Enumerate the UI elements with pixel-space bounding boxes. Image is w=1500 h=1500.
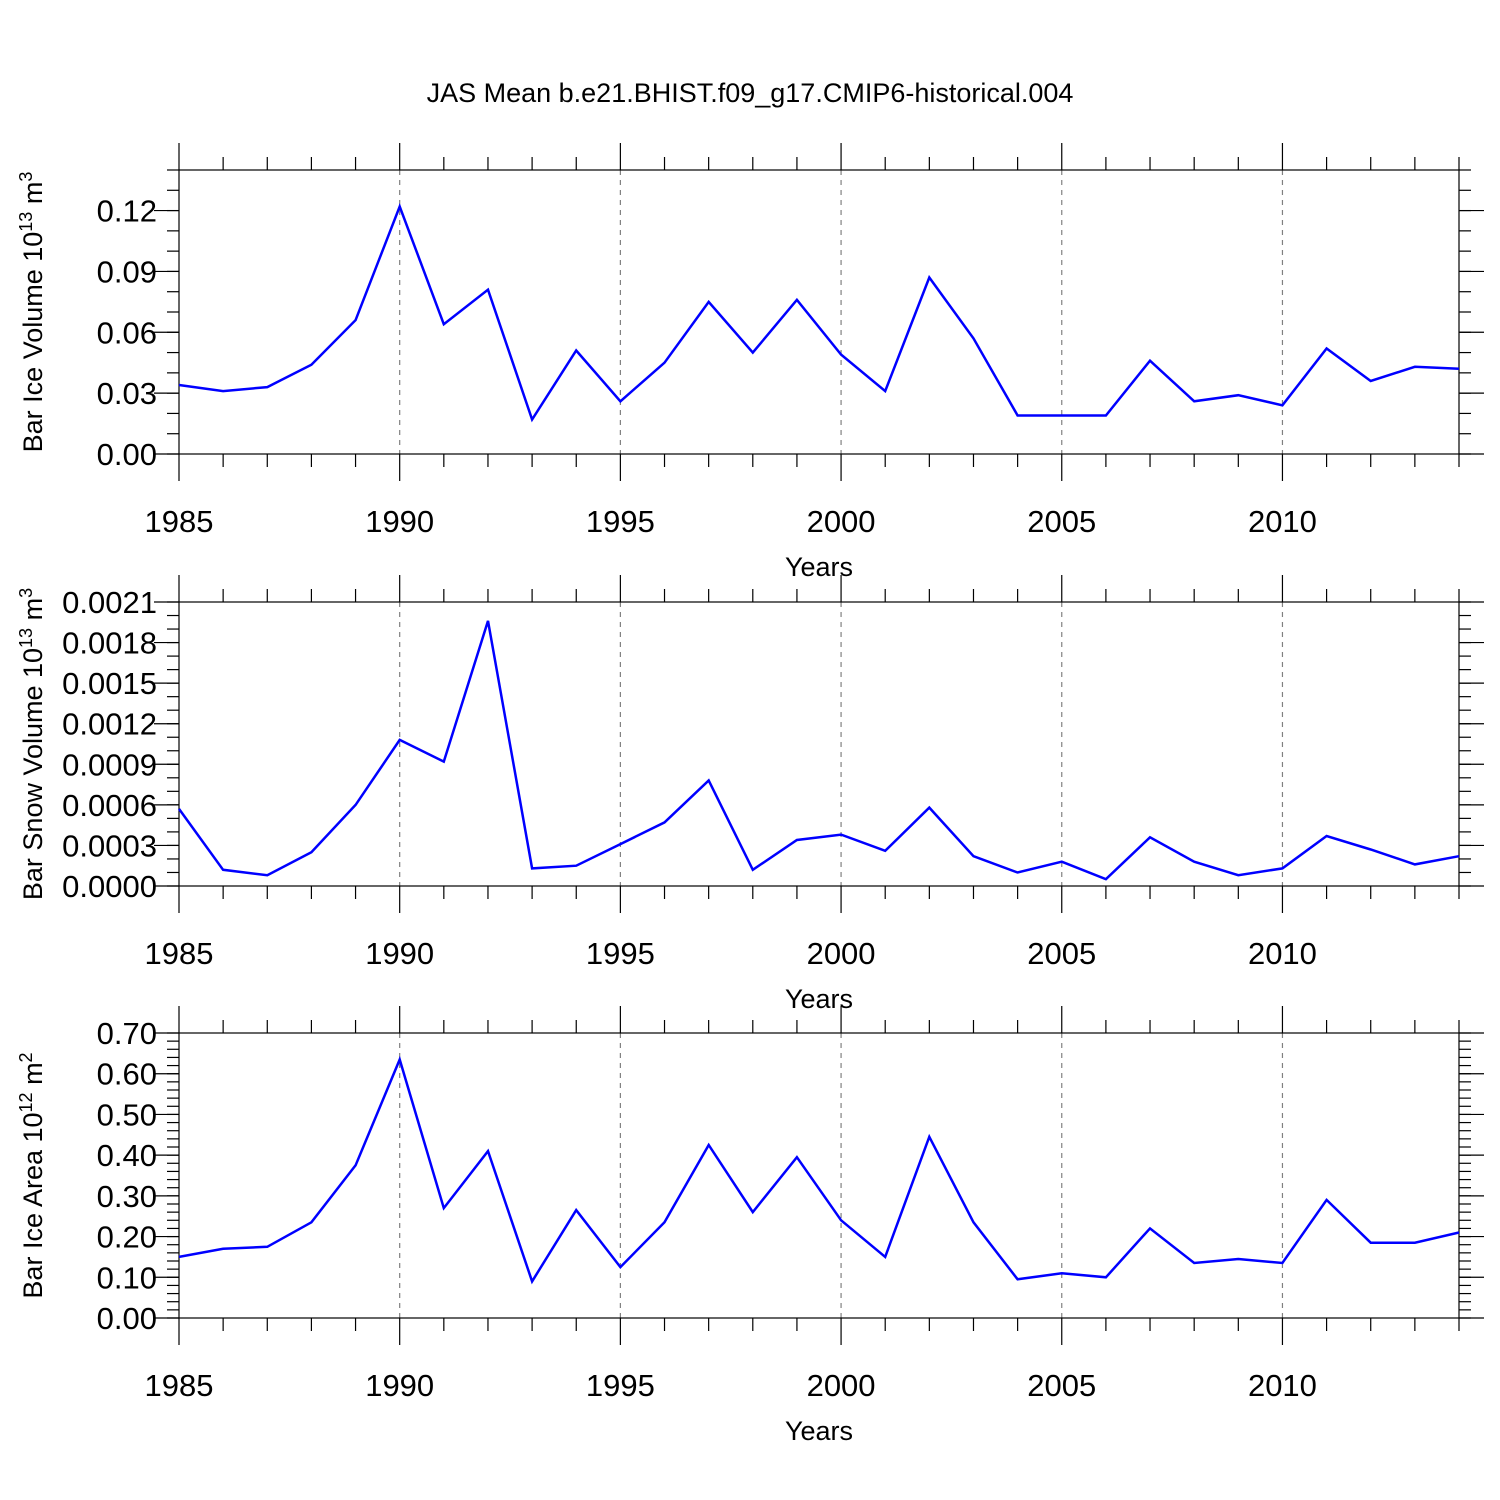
chart-panel-3: 0.00 0.10 0.20 0.30 0.40 0.50 0.60 0.70 1985 1990…: [16, 1006, 1484, 1446]
x-tick-label: 2005: [1027, 504, 1096, 539]
page-title: JAS Mean b.e21.BHIST.f09_g17.CMIP6-histo…: [426, 78, 1074, 108]
y-tick-label: 0.0018: [62, 626, 157, 661]
y-tick-label: 0.06: [97, 315, 157, 350]
y-tick-label: 0.0012: [62, 707, 157, 742]
y-tick-label: 0.0003: [62, 828, 157, 863]
x-tick-label: 2005: [1027, 936, 1096, 971]
y-tick-label: 0.00: [97, 437, 157, 472]
y-tick-label: 0.0006: [62, 788, 157, 823]
x-tick-label: 1990: [365, 504, 434, 539]
y-tick-label: 0.30: [97, 1179, 157, 1214]
x-tick-label: 1985: [145, 936, 214, 971]
y-tick-label: 0.00: [97, 1301, 157, 1336]
x-tick-label: 1990: [365, 936, 434, 971]
series-line: [177, 620, 1460, 881]
y-axis-title: Bar Ice Volume 1013 m3: [16, 172, 48, 453]
chart-panel-2: 0.0000 0.0003 0.0006 0.0009 0.0012 0.0015 0.00…: [16, 575, 1484, 1014]
x-tick-label: 1995: [586, 1368, 655, 1403]
x-tick-label: 1990: [365, 1368, 434, 1403]
y-axis-title: Bar Ice Area 1012 m2: [16, 1052, 48, 1298]
y-tick-label: 0.09: [97, 254, 157, 289]
y-tick-label: 0.0021: [62, 585, 157, 620]
plot-frame: [178, 1032, 1460, 1319]
y-tick-label: 0.20: [97, 1220, 157, 1255]
x-tick-label: 2000: [807, 504, 876, 539]
x-axis-title: Years: [785, 1416, 853, 1446]
y-tick-label: 0.40: [97, 1138, 157, 1173]
x-axis-title: Years: [785, 552, 853, 582]
y-tick-label: 0.50: [97, 1097, 157, 1132]
x-tick-label: 1995: [586, 936, 655, 971]
y-tick-label: 0.0015: [62, 666, 157, 701]
x-tick-label: 2010: [1248, 1368, 1317, 1403]
y-tick-label: 0.0000: [62, 869, 157, 904]
y-tick-label: 0.03: [97, 376, 157, 411]
x-tick-label: 2010: [1248, 504, 1317, 539]
y-tick-label: 0.12: [97, 194, 157, 229]
x-tick-label: 1985: [145, 504, 214, 539]
x-tick-label: 2010: [1248, 936, 1317, 971]
chart-panel-1: 0.00 0.03 0.06 0.09 0.12 1985 1990 1995 2000 2005…: [16, 143, 1484, 582]
y-tick-label: 0.60: [97, 1057, 157, 1092]
plot-frame: [178, 169, 1460, 455]
series-line: [178, 202, 1460, 423]
x-tick-label: 1985: [145, 1368, 214, 1403]
x-tick-label: 2000: [807, 936, 876, 971]
plot-frame: [178, 601, 1460, 887]
x-tick-label: 2005: [1027, 1368, 1096, 1403]
x-axis-title: Years: [785, 984, 853, 1014]
x-tick-label: 1995: [586, 504, 655, 539]
x-tick-label: 2000: [807, 1368, 876, 1403]
y-tick-label: 0.10: [97, 1260, 157, 1295]
series-line: [178, 1055, 1460, 1285]
y-tick-label: 0.0009: [62, 747, 157, 782]
y-tick-label: 0.70: [97, 1016, 157, 1051]
y-axis-title: Bar Snow Volume 1013 m3: [16, 588, 48, 900]
